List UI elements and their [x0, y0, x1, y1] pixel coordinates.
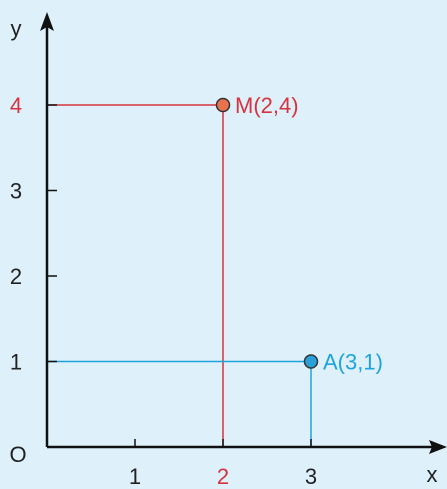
point-m-label: M(2,4)	[235, 93, 299, 118]
ticks: 1 2 3 1 2 3 4	[10, 93, 317, 489]
y-tick-label: 4	[10, 93, 22, 118]
y-axis-label: y	[11, 16, 22, 41]
x-tick-label: 2	[217, 464, 229, 484]
axes: x y O	[9, 12, 447, 487]
projection-lines	[47, 104, 312, 447]
origin-label: O	[9, 442, 26, 467]
y-tick-label: 1	[10, 350, 22, 375]
y-axis-arrowhead	[40, 12, 54, 31]
y-tick-label: 2	[10, 264, 22, 289]
point-a-marker	[303, 354, 319, 369]
points: M(2,4) A(3,1)	[215, 93, 383, 375]
point-m-marker	[215, 97, 231, 113]
point-a-label: A(3,1)	[323, 350, 383, 375]
x-tick-label: 1	[129, 464, 141, 484]
x-tick-label: 3	[305, 464, 317, 484]
y-tick-label: 3	[10, 179, 22, 204]
x-axis-arrowhead	[429, 440, 447, 454]
x-axis-label: x	[427, 462, 438, 484]
